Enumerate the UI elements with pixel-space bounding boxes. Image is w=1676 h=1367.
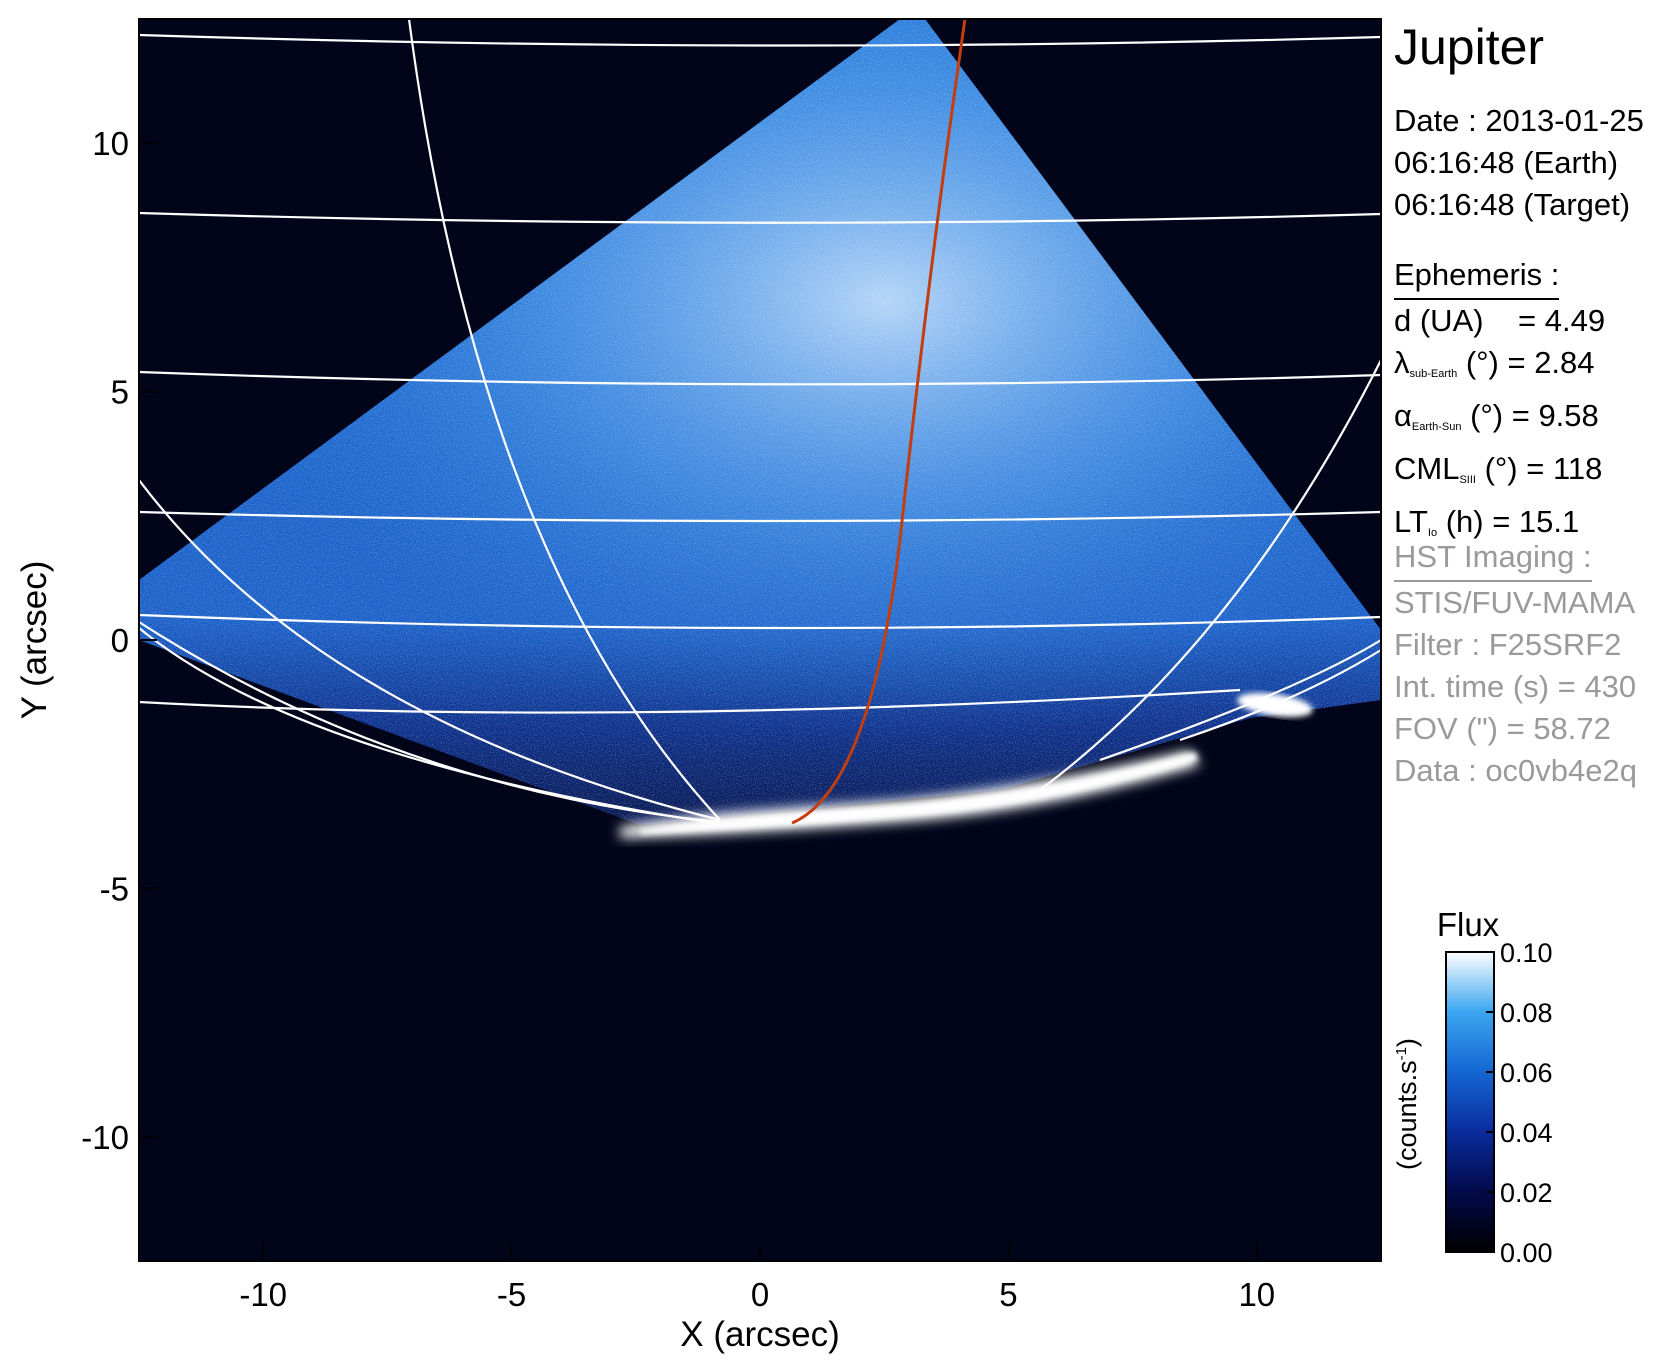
alpha-value: αEarth-Sun (°) = 9.58 — [1394, 398, 1599, 433]
ephemeris-panel: Ephemeris : d (UA) = 4.49 λsub-Earth (°)… — [1394, 254, 1605, 554]
hst-header: HST Imaging : — [1394, 536, 1592, 582]
x-axis: -10 -5 0 5 10 — [239, 1243, 1275, 1313]
longitude-line — [139, 479, 721, 822]
x-axis-label: X (arcsec) — [680, 1315, 839, 1354]
lambda-value: λsub-Earth (°) = 2.84 — [1394, 345, 1595, 380]
colorbar-title: Flux — [1437, 906, 1500, 943]
x-tick-label: -10 — [239, 1276, 287, 1313]
latitude-line — [139, 510, 1381, 523]
ephemeris-header: Ephemeris : — [1394, 254, 1560, 300]
data-id-value: Data : oc0vb4e2q — [1394, 753, 1638, 788]
longitude-line — [139, 627, 721, 826]
filter-value: Filter : F25SRF2 — [1394, 627, 1622, 662]
colorbar-label: (counts.s-1) — [1392, 1038, 1422, 1170]
planet-title: Jupiter — [1394, 19, 1545, 75]
x-tick-label: 5 — [999, 1276, 1017, 1313]
x-tick-label: 0 — [751, 1276, 769, 1313]
cml-value: CMLSIII (°) = 118 — [1394, 451, 1603, 486]
observation-info: Date : 2013-01-25 06:16:48 (Earth) 06:16… — [1394, 100, 1644, 226]
x-tick-label: -5 — [497, 1276, 526, 1313]
latitude-line — [139, 370, 1381, 386]
target-time: 06:16:48 (Target) — [1394, 187, 1631, 222]
latitude-line — [139, 688, 1241, 714]
date-line: Date : 2013-01-25 — [1394, 103, 1644, 138]
colorbar-gradient — [1445, 951, 1495, 1253]
latitude-line — [139, 211, 1381, 224]
lt-value: LTIo (h) = 15.1 — [1394, 504, 1580, 539]
longitude-line — [407, 19, 721, 821]
fov-value: FOV (") = 58.72 — [1394, 711, 1611, 746]
distance-value: d (UA) = 4.49 — [1394, 303, 1606, 338]
longitude-line — [1099, 639, 1381, 762]
longitude-line — [1039, 359, 1381, 791]
y-axis-label: Y (arcsec) — [15, 561, 54, 720]
x-tick-label: 10 — [1238, 1276, 1275, 1313]
y-tick-label: -10 — [81, 1119, 129, 1156]
colorbar-tick-label: 0.00 — [1500, 1238, 1553, 1268]
colorbar-ticks: 0.00 0.02 0.04 0.06 0.08 0.10 — [1486, 938, 1553, 1268]
io-footpath-line — [791, 19, 967, 825]
longitude-line — [1179, 649, 1381, 742]
colorbar-tick-label: 0.08 — [1500, 998, 1553, 1028]
int-time-value: Int. time (s) = 430 — [1394, 669, 1637, 704]
y-tick-label: 0 — [111, 622, 129, 659]
y-tick-label: 10 — [92, 125, 129, 162]
colorbar-tick-label: 0.02 — [1500, 1178, 1553, 1208]
colorbar-tick-label: 0.06 — [1500, 1058, 1553, 1088]
colorbar-tick-label: 0.04 — [1500, 1118, 1553, 1148]
latitude-line — [139, 613, 1381, 630]
instrument-value: STIS/FUV-MAMA — [1394, 585, 1636, 620]
colorbar: Flux 0.00 0.02 0.04 0.06 0.08 0.10 (counts.s-… — [1392, 906, 1553, 1268]
y-axis: 10 5 0 -5 -10 — [81, 125, 157, 1156]
y-tick-label: 5 — [111, 374, 129, 411]
lat-lon-grid — [139, 19, 1381, 826]
latitude-line — [139, 33, 1381, 47]
hst-imaging-panel: HST Imaging : STIS/FUV-MAMA Filter : F25… — [1394, 536, 1637, 792]
colorbar-tick-label: 0.10 — [1500, 938, 1553, 968]
earth-time: 06:16:48 (Earth) — [1394, 145, 1619, 180]
y-tick-label: -5 — [100, 870, 129, 907]
